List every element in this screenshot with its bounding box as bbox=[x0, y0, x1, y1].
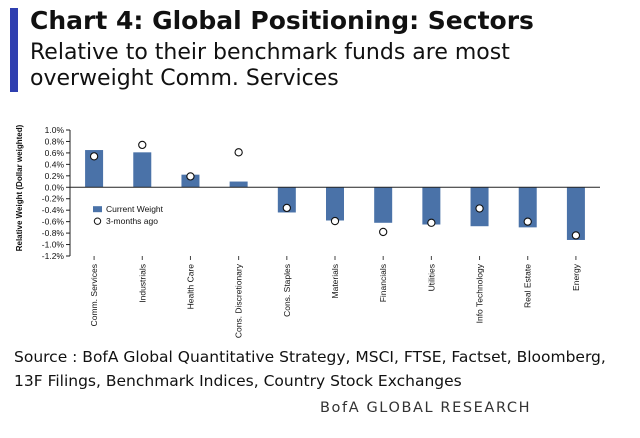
chart-subtitle: Relative to their benchmark funds are mo… bbox=[30, 40, 510, 91]
marker-3-months-ago bbox=[427, 218, 436, 227]
bar-current-weight bbox=[374, 187, 393, 223]
bar-current-weight bbox=[181, 174, 200, 188]
bar-current-weight bbox=[566, 187, 585, 240]
sector-positioning-chart: Relative Weight (Dollar weighted) 1.0%0.… bbox=[15, 124, 600, 338]
x-tick-label: Comm. Services bbox=[89, 264, 99, 326]
y-tick-label: -0.2% bbox=[42, 194, 65, 204]
legend-current-weight-swatch bbox=[93, 206, 102, 213]
bar-current-weight bbox=[229, 181, 248, 188]
y-axis-label: Relative Weight (Dollar weighted) bbox=[15, 124, 24, 251]
y-tick-label: 0.6% bbox=[45, 148, 65, 158]
x-tick-label: Industrials bbox=[137, 264, 147, 303]
y-tick-label: -0.6% bbox=[42, 217, 65, 227]
bar-current-weight bbox=[85, 150, 104, 188]
x-tick-label: Health Care bbox=[185, 264, 195, 310]
title-accent-bar bbox=[10, 8, 18, 92]
bar-current-weight bbox=[326, 187, 344, 221]
x-tick-label: Info Technology bbox=[475, 263, 485, 323]
y-tick-label: 0.2% bbox=[45, 171, 65, 181]
x-tick-label: Materials bbox=[330, 264, 340, 298]
legend-current-weight-label: Current Weight bbox=[106, 204, 164, 214]
bar-current-weight bbox=[277, 187, 296, 213]
x-tick-label: Cons. Discretionary bbox=[234, 263, 244, 338]
y-tick-label: -0.8% bbox=[42, 228, 65, 238]
chart-title: Chart 4: Global Positioning: Sectors bbox=[30, 6, 534, 35]
marker-3-months-ago bbox=[523, 217, 532, 226]
x-tick-label: Financials bbox=[378, 264, 388, 302]
x-tick-label: Energy bbox=[571, 263, 581, 291]
marker-3-months-ago bbox=[186, 172, 195, 181]
marker-3-months-ago bbox=[571, 231, 581, 240]
marker-3-months-ago bbox=[475, 204, 484, 213]
y-tick-label: -1.2% bbox=[42, 251, 65, 261]
source-note: Source : BofA Global Quantitative Strate… bbox=[14, 348, 606, 390]
marker-3-months-ago bbox=[138, 140, 147, 150]
y-tick-label: 0.8% bbox=[45, 136, 65, 146]
marker-3-months-ago bbox=[330, 216, 340, 226]
marker-3-months-ago bbox=[379, 227, 388, 237]
y-tick-label: -1.0% bbox=[42, 240, 65, 250]
y-tick-label: -0.4% bbox=[42, 205, 65, 215]
bar-current-weight bbox=[518, 187, 537, 228]
x-tick-label: Cons. Staples bbox=[282, 264, 292, 317]
bar-current-weight bbox=[422, 187, 441, 225]
legend-3-months-ago-label: 3-months ago bbox=[106, 216, 158, 226]
y-tick-label: 0.4% bbox=[45, 159, 65, 169]
x-tick-label: Utilities bbox=[426, 264, 436, 291]
legend-3-months-ago-marker bbox=[93, 217, 102, 225]
y-tick-label: 0.0% bbox=[45, 182, 65, 192]
marker-3-months-ago bbox=[282, 203, 291, 213]
bar-current-weight bbox=[133, 152, 152, 188]
y-tick-label: 1.0% bbox=[45, 125, 65, 135]
marker-3-months-ago bbox=[234, 148, 243, 157]
brand-label: BofA GLOBAL RESEARCH bbox=[320, 400, 532, 416]
marker-3-months-ago bbox=[89, 152, 99, 161]
x-tick-label: Real Estate bbox=[523, 264, 533, 308]
